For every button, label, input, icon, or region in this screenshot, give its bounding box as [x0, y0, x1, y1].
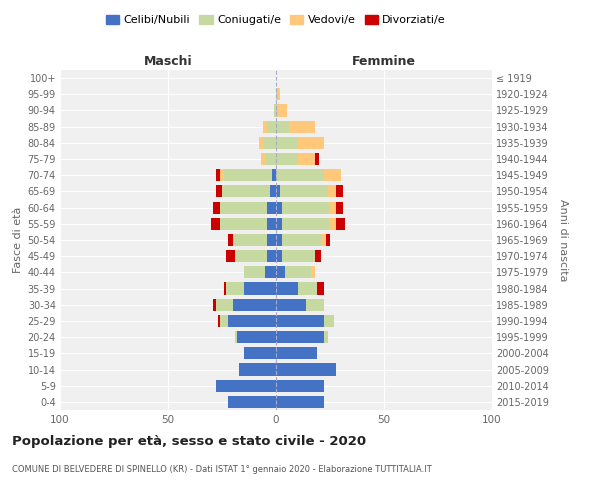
Bar — [283, 234, 322, 246]
Bar — [276, 315, 323, 327]
Bar — [337, 218, 345, 230]
Bar — [276, 282, 298, 294]
Text: Femmine: Femmine — [352, 54, 416, 68]
Bar — [330, 202, 337, 213]
Bar — [328, 186, 337, 198]
Text: COMUNE DI BELVEDERE DI SPINELLO (KR) - Dati ISTAT 1° gennaio 2020 - Elaborazione: COMUNE DI BELVEDERE DI SPINELLO (KR) - D… — [12, 465, 432, 474]
Bar — [337, 186, 343, 198]
Bar — [276, 218, 283, 230]
Bar — [276, 380, 323, 392]
Bar — [276, 137, 298, 149]
Bar — [244, 348, 276, 360]
Bar — [214, 202, 220, 213]
Bar — [284, 266, 311, 278]
Bar — [306, 298, 323, 311]
Bar — [268, 120, 276, 132]
Bar — [276, 298, 306, 311]
Bar — [276, 202, 283, 213]
Bar — [244, 266, 265, 278]
Bar — [237, 331, 276, 343]
Bar — [214, 298, 215, 311]
Bar — [323, 315, 334, 327]
Bar — [283, 202, 330, 213]
Bar — [278, 88, 280, 101]
Bar — [280, 186, 328, 198]
Bar — [235, 331, 237, 343]
Y-axis label: Fasce di età: Fasce di età — [13, 207, 23, 273]
Bar — [268, 250, 276, 262]
Bar — [330, 218, 337, 230]
Bar — [220, 315, 229, 327]
Bar — [222, 186, 269, 198]
Bar — [229, 234, 233, 246]
Bar — [298, 153, 315, 165]
Bar — [220, 218, 268, 230]
Bar — [229, 315, 276, 327]
Bar — [276, 234, 283, 246]
Bar — [259, 137, 263, 149]
Bar — [226, 282, 244, 294]
Legend: Celibi/Nubili, Coniugati/e, Vedovi/e, Divorziati/e: Celibi/Nubili, Coniugati/e, Vedovi/e, Di… — [101, 10, 451, 30]
Bar — [276, 396, 323, 408]
Bar — [278, 104, 287, 117]
Bar — [233, 234, 268, 246]
Bar — [326, 234, 330, 246]
Bar — [268, 218, 276, 230]
Bar — [224, 169, 272, 181]
Bar — [211, 218, 220, 230]
Bar — [298, 137, 323, 149]
Bar — [220, 202, 268, 213]
Bar — [317, 282, 323, 294]
Bar — [276, 250, 283, 262]
Bar — [226, 250, 235, 262]
Bar — [276, 88, 278, 101]
Bar — [276, 364, 337, 376]
Bar — [233, 298, 276, 311]
Bar — [269, 186, 276, 198]
Bar — [220, 169, 224, 181]
Bar — [276, 153, 298, 165]
Bar — [276, 120, 289, 132]
Bar — [218, 315, 220, 327]
Bar — [263, 137, 276, 149]
Bar — [239, 364, 276, 376]
Bar — [323, 169, 341, 181]
Bar — [268, 202, 276, 213]
Bar — [276, 186, 280, 198]
Bar — [224, 282, 226, 294]
Bar — [276, 169, 323, 181]
Bar — [265, 266, 276, 278]
Bar — [272, 169, 276, 181]
Bar — [244, 282, 276, 294]
Bar — [263, 120, 268, 132]
Bar — [315, 250, 322, 262]
Bar — [322, 234, 326, 246]
Text: Maschi: Maschi — [143, 54, 193, 68]
Bar — [289, 120, 315, 132]
Bar — [215, 298, 233, 311]
Bar — [276, 266, 284, 278]
Bar — [235, 250, 268, 262]
Y-axis label: Anni di nascita: Anni di nascita — [559, 198, 568, 281]
Bar — [311, 266, 315, 278]
Bar — [215, 380, 276, 392]
Bar — [265, 153, 276, 165]
Bar — [261, 153, 265, 165]
Bar — [283, 250, 315, 262]
Text: Popolazione per età, sesso e stato civile - 2020: Popolazione per età, sesso e stato civil… — [12, 435, 366, 448]
Bar — [276, 104, 278, 117]
Bar — [323, 331, 328, 343]
Bar — [268, 234, 276, 246]
Bar — [315, 153, 319, 165]
Bar — [276, 331, 323, 343]
Bar — [298, 282, 317, 294]
Bar — [337, 202, 343, 213]
Bar — [274, 104, 276, 117]
Bar — [283, 218, 330, 230]
Bar — [276, 348, 317, 360]
Bar — [229, 396, 276, 408]
Bar — [215, 186, 222, 198]
Bar — [215, 169, 220, 181]
